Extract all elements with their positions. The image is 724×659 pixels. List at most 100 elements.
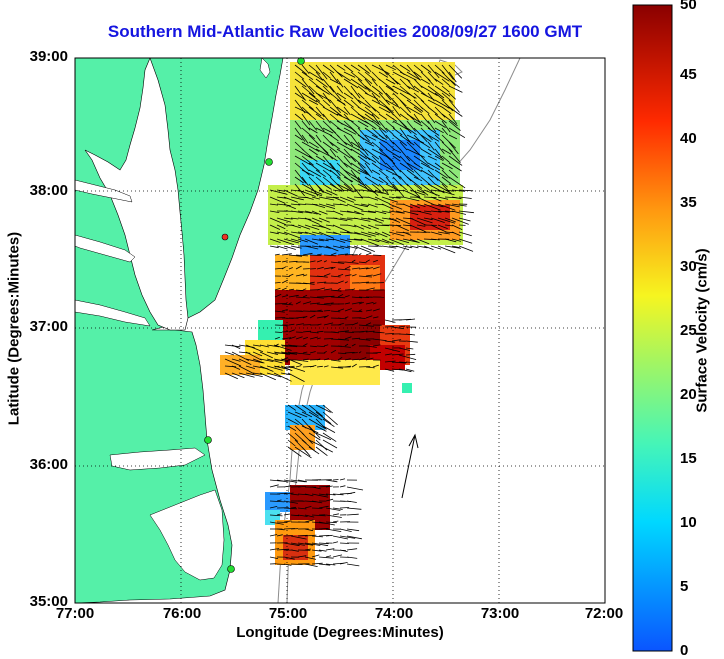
vector-arrow bbox=[283, 203, 296, 210]
vector-arrow bbox=[423, 203, 441, 211]
vector-arrow bbox=[323, 344, 329, 347]
vector-arrow bbox=[325, 196, 340, 199]
vector-arrow bbox=[364, 120, 377, 130]
vector-arrow bbox=[413, 141, 422, 150]
vector-arrow bbox=[318, 493, 328, 496]
vector-arrow bbox=[304, 556, 317, 560]
vector-arrow bbox=[441, 85, 450, 93]
vector-arrow bbox=[315, 432, 332, 441]
vector-arrow bbox=[384, 353, 392, 356]
vector-arrow bbox=[224, 351, 235, 356]
vector-arrow bbox=[318, 542, 329, 545]
vector-arrow bbox=[416, 224, 426, 227]
vector-arrow bbox=[336, 176, 353, 190]
vector-arrow bbox=[358, 267, 369, 270]
vector-arrow bbox=[325, 203, 335, 207]
vector-arrow bbox=[413, 162, 424, 169]
vector-arrow bbox=[231, 365, 241, 370]
vector-arrow bbox=[365, 252, 372, 256]
vector-arrow bbox=[351, 267, 360, 270]
vector-arrow bbox=[323, 302, 334, 305]
vector-arrow bbox=[344, 316, 349, 319]
x-tick-label: 73:00 bbox=[480, 605, 520, 622]
vector-arrow bbox=[332, 493, 344, 496]
vector-arrow bbox=[276, 245, 288, 250]
vector-arrow bbox=[309, 345, 317, 348]
vector-arrow bbox=[399, 155, 414, 171]
vector-arrow bbox=[238, 372, 255, 378]
vector-arrow bbox=[322, 432, 337, 442]
vector-arrow bbox=[323, 273, 331, 277]
vector-arrow bbox=[336, 78, 344, 88]
vector-arrow bbox=[269, 189, 287, 195]
vector-arrow bbox=[358, 357, 367, 361]
vector-arrow bbox=[276, 534, 283, 537]
vector-arrow bbox=[318, 231, 334, 239]
vector-arrow bbox=[276, 563, 286, 565]
vector-arrow bbox=[290, 210, 304, 214]
vector-arrow bbox=[273, 358, 289, 363]
vector-arrow bbox=[353, 210, 364, 216]
vector-arrow bbox=[316, 260, 323, 263]
vector-arrow bbox=[378, 113, 388, 120]
vector-arrow bbox=[441, 120, 451, 133]
vector-arrow bbox=[339, 528, 352, 532]
vector-arrow bbox=[280, 344, 289, 346]
vector-arrow bbox=[315, 120, 325, 132]
vector-arrow bbox=[405, 353, 416, 356]
vector-arrow bbox=[322, 425, 336, 433]
vector-arrow bbox=[458, 210, 474, 214]
vector-arrow bbox=[281, 309, 288, 312]
vector-arrow bbox=[301, 78, 315, 95]
vector-arrow bbox=[288, 267, 293, 270]
vector-arrow bbox=[423, 245, 434, 250]
vector-arrow bbox=[273, 344, 292, 351]
vector-arrow bbox=[274, 310, 285, 313]
vector-arrow bbox=[392, 162, 402, 173]
vector-arrow bbox=[308, 141, 319, 149]
vector-arrow bbox=[332, 535, 349, 540]
vector-arrow bbox=[406, 64, 421, 80]
vector-arrow bbox=[427, 169, 439, 181]
vector-arrow bbox=[441, 134, 456, 149]
vector-arrow bbox=[280, 358, 290, 362]
vector-arrow bbox=[367, 238, 380, 243]
vector-arrow bbox=[287, 439, 296, 447]
vector-arrow bbox=[323, 322, 334, 326]
vector-arrow bbox=[343, 113, 351, 121]
vector-arrow bbox=[458, 238, 473, 244]
vector-arrow bbox=[346, 486, 364, 491]
vector-arrow bbox=[350, 141, 365, 151]
vector-arrow bbox=[448, 141, 459, 155]
vector-arrow bbox=[295, 323, 304, 326]
vector-arrow bbox=[304, 196, 314, 200]
vector-arrow bbox=[297, 486, 306, 488]
vector-arrow bbox=[315, 99, 325, 108]
vector-arrow bbox=[287, 418, 299, 426]
vector-arrow bbox=[302, 294, 308, 298]
vector-arrow bbox=[388, 210, 405, 214]
vector-arrow bbox=[287, 372, 305, 382]
vector-arrow bbox=[367, 203, 378, 208]
vector-arrow bbox=[332, 196, 346, 203]
vector-arrow bbox=[388, 224, 402, 227]
vector-arrow bbox=[367, 196, 379, 201]
vector-arrow bbox=[371, 155, 380, 164]
vector-arrow bbox=[287, 404, 297, 411]
vector-arrow bbox=[301, 85, 316, 98]
vector-arrow bbox=[388, 196, 401, 199]
vector-arrow bbox=[329, 106, 343, 117]
vector-arrow bbox=[297, 203, 307, 205]
vector-arrow bbox=[288, 336, 296, 340]
vector-arrow bbox=[269, 231, 279, 235]
vector-arrow bbox=[269, 245, 279, 249]
vector-arrow bbox=[381, 210, 392, 214]
vector-arrow bbox=[434, 85, 451, 97]
vector-arrow bbox=[413, 127, 428, 143]
colorbar-tick: 5 bbox=[680, 578, 689, 595]
vector-arrow bbox=[420, 113, 430, 124]
vector-arrow bbox=[434, 113, 447, 124]
vector-arrow bbox=[350, 99, 360, 108]
vector-arrow bbox=[420, 78, 431, 85]
vector-arrow bbox=[274, 331, 283, 333]
